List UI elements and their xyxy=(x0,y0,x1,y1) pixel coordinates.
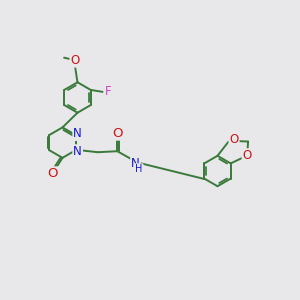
Text: O: O xyxy=(230,133,238,146)
Text: O: O xyxy=(70,54,80,67)
Text: H: H xyxy=(135,164,143,174)
Text: O: O xyxy=(243,149,252,162)
Text: N: N xyxy=(73,127,82,140)
Text: O: O xyxy=(47,167,58,180)
Text: O: O xyxy=(112,127,122,140)
Text: F: F xyxy=(104,85,111,98)
Text: N: N xyxy=(73,145,82,158)
Text: N: N xyxy=(131,157,140,169)
